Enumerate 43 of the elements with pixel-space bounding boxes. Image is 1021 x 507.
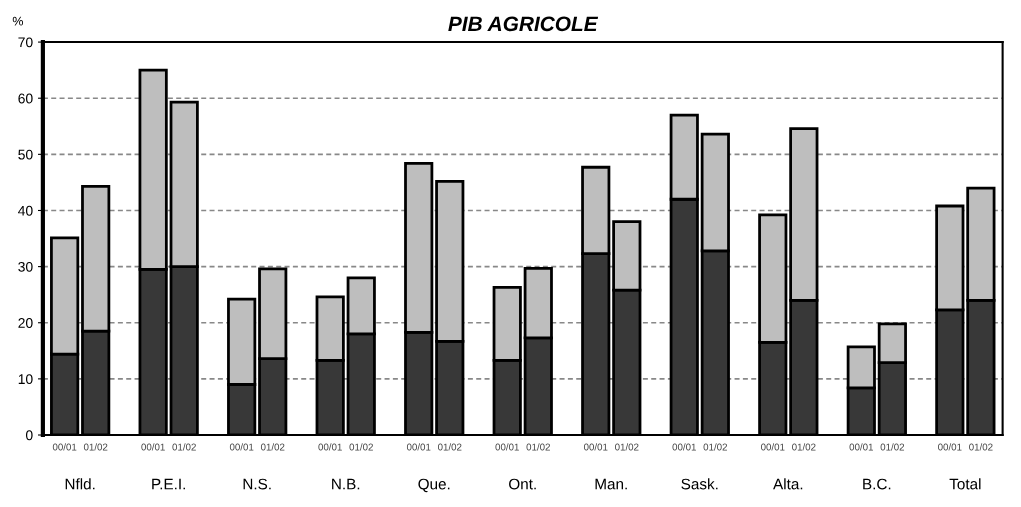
text: B.C. (863, 478, 891, 490)
text: Que. (418, 478, 450, 493)
text: Ont. (509, 478, 536, 490)
x-tick-label: 01/02 (615, 443, 639, 451)
text: P.E.I. (152, 478, 185, 490)
text: N.B. (332, 478, 360, 490)
text: N.S. (243, 478, 271, 490)
x-tick-label: 00/01 (141, 443, 165, 451)
x-tick-label: 00/01 (495, 443, 519, 451)
text: Man. (595, 478, 627, 490)
x-tick-label: 01/02 (172, 443, 196, 451)
y-tick-label: 10 (18, 374, 33, 385)
x-tick-label: 01/02 (349, 443, 373, 451)
x-tick-label: 01/02 (526, 443, 550, 451)
x-tick-label: 00/01 (583, 443, 608, 451)
y-tick-label: 30 (18, 261, 33, 272)
text: Alta. (773, 478, 803, 490)
x-tick-label: 00/01 (229, 443, 254, 451)
x-tick-label: 00/01 (318, 443, 342, 451)
text: Nfld. (65, 478, 95, 490)
x-tick-label: 00/01 (672, 443, 696, 451)
y-tick-label: 50 (18, 149, 33, 160)
x-tick-label: 00/01 (849, 443, 873, 451)
y-tick-label: 20 (18, 318, 33, 328)
y-tick-label: 0 (25, 430, 33, 441)
x-tick-label: 00/01 (52, 443, 77, 451)
x-tick-label: 01/02 (260, 443, 285, 451)
x-tick-label: 00/01 (406, 443, 431, 451)
chart-title: PIB AGRICOLE (448, 16, 599, 32)
x-tick-label: 01/02 (83, 443, 108, 451)
y-tick-label: 60 (18, 93, 33, 104)
text: Total (949, 478, 981, 490)
x-tick-label: 00/01 (938, 443, 962, 451)
x-tick-label: 00/01 (761, 443, 785, 451)
text: Sask. (681, 478, 718, 490)
y-tick-label: 40 (18, 205, 33, 216)
x-tick-label: 01/02 (880, 443, 905, 451)
x-tick-label: 01/02 (792, 443, 816, 451)
y-axis-title: % (12, 16, 23, 26)
x-tick-label: 01/02 (969, 443, 993, 451)
x-tick-label: 01/02 (437, 443, 462, 451)
y-tick-label: 70 (18, 37, 33, 48)
x-tick-label: 01/02 (703, 443, 727, 451)
